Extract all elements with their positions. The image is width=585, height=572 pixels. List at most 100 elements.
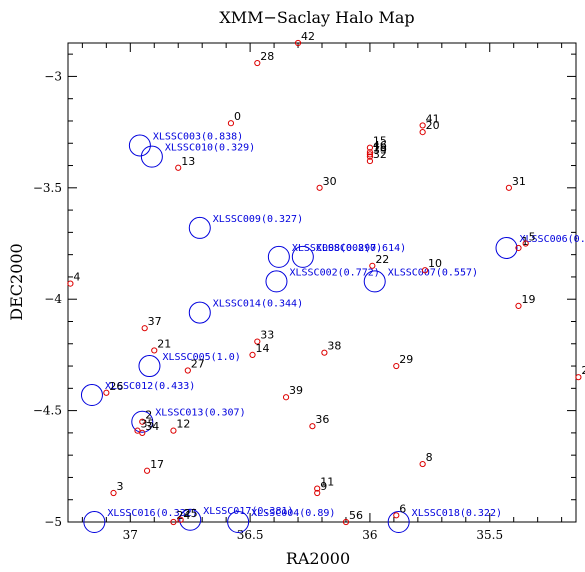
point-marker — [575, 374, 582, 381]
point-label: 6 — [399, 502, 406, 515]
point-marker — [369, 262, 376, 269]
point-marker — [421, 267, 429, 274]
point-label: 4 — [73, 271, 80, 284]
cluster-circle — [179, 508, 202, 531]
point-marker — [316, 184, 323, 191]
cluster-circle — [227, 511, 250, 533]
y-tick-label: −3 — [44, 69, 62, 83]
point-label: 14 — [256, 342, 270, 355]
point-label: 46 — [373, 139, 387, 152]
x-tick-label: 36 — [362, 528, 377, 542]
point-label: 32 — [373, 148, 387, 161]
point-label: 18 — [373, 141, 387, 154]
point-label: 24 — [176, 509, 190, 522]
point-label: 30 — [323, 175, 337, 188]
point-marker — [366, 149, 374, 156]
y-tick-label: −3.5 — [33, 181, 62, 195]
cluster-label: XLSSC005(1.0) — [162, 352, 240, 363]
point-label: 41 — [426, 112, 440, 125]
cluster-label: XLSSC003(0.838) — [153, 131, 243, 142]
point-label: 39 — [289, 384, 303, 397]
point-marker — [366, 151, 374, 158]
point-label: 13 — [181, 155, 195, 168]
point-marker — [366, 144, 374, 151]
point-marker — [67, 280, 74, 287]
point-label: 26 — [109, 380, 123, 393]
point-label: 36 — [315, 413, 329, 426]
point-marker — [175, 164, 182, 171]
point-label: 8 — [426, 451, 433, 464]
point-marker — [366, 153, 374, 160]
cluster-circle — [267, 245, 290, 268]
cluster-circle — [363, 270, 386, 293]
point-marker — [515, 302, 522, 309]
point-marker — [139, 429, 146, 436]
point-label: 27 — [191, 358, 205, 371]
cluster-label: XLSSC006(0.429) — [520, 234, 585, 245]
point-marker — [141, 325, 148, 332]
cluster-circle — [265, 270, 288, 293]
cluster-label: XLSSC016(0.332) — [107, 508, 197, 519]
cluster-circle — [495, 236, 518, 259]
point-marker — [177, 516, 184, 523]
point-label: 17 — [150, 458, 164, 471]
point-marker — [143, 467, 151, 474]
cluster-circle — [131, 410, 154, 433]
point-label: 0 — [234, 110, 241, 123]
cluster-label: XLSSC012(0.433) — [105, 381, 195, 392]
point-marker — [342, 518, 350, 526]
point-marker — [321, 349, 328, 356]
point-label: 9 — [320, 480, 327, 493]
cluster-circle — [80, 384, 103, 407]
cluster-circle — [83, 511, 106, 533]
y-tick-label: −4 — [44, 292, 62, 306]
point-marker — [254, 338, 261, 345]
point-marker — [522, 240, 529, 247]
point-marker — [393, 362, 400, 370]
point-label: 23 — [581, 364, 585, 377]
point-marker — [249, 351, 256, 359]
point-marker — [134, 427, 141, 434]
point-marker — [309, 423, 316, 430]
point-marker — [227, 120, 235, 127]
cluster-circle — [128, 134, 151, 157]
point-label: 20 — [426, 119, 440, 132]
cluster-label: XLSSC018(0.322) — [412, 508, 502, 519]
point-marker — [139, 418, 146, 425]
x-tick-label: 36.5 — [237, 528, 264, 542]
point-label: 22 — [375, 253, 389, 266]
cluster-layer: XLSSC003(0.838)XLSSC010(0.329) XLSSC009(0… — [80, 131, 585, 533]
x-tick-label: 35.5 — [476, 528, 503, 542]
point-marker — [170, 518, 177, 526]
y-axis-label: DEC2000 — [7, 243, 26, 320]
point-label: 10 — [428, 257, 442, 270]
point-marker — [515, 244, 522, 252]
point-label: 25 — [184, 507, 198, 520]
point-label: 34 — [145, 420, 159, 433]
point-label: 56 — [349, 509, 363, 522]
point-marker — [505, 184, 513, 191]
cluster-label: XLSSC010(0.329) — [165, 143, 255, 154]
point-label: 35 — [140, 418, 154, 431]
cluster-label: XLSSC007(0.557) — [388, 267, 478, 278]
point-marker — [282, 394, 290, 401]
point-marker — [419, 122, 426, 129]
x-tick-label: 37 — [123, 528, 138, 542]
cluster-label: XLSSC004(0.89) — [251, 508, 335, 519]
cluster-label: XLSSC017(0.381) — [203, 506, 293, 517]
point-marker — [170, 427, 177, 434]
point-marker — [366, 157, 374, 165]
cluster-label: XLSSC014(0.344) — [213, 299, 303, 310]
point-label: 37 — [148, 315, 162, 328]
point-label: 2 — [145, 409, 152, 422]
cluster-label: XLSSC008(0.297) — [292, 243, 382, 254]
point-marker — [184, 367, 191, 374]
point-label: 5 — [529, 231, 536, 244]
point-label: 29 — [399, 353, 413, 366]
cluster-circle — [188, 216, 211, 239]
axis-ticks: 37 36.5 36 35.5−3−3.5−4−4.5−5 — [33, 43, 576, 542]
point-label: 42 — [301, 30, 315, 43]
point-label: 21 — [157, 337, 171, 350]
point-label: 12 — [176, 418, 190, 431]
